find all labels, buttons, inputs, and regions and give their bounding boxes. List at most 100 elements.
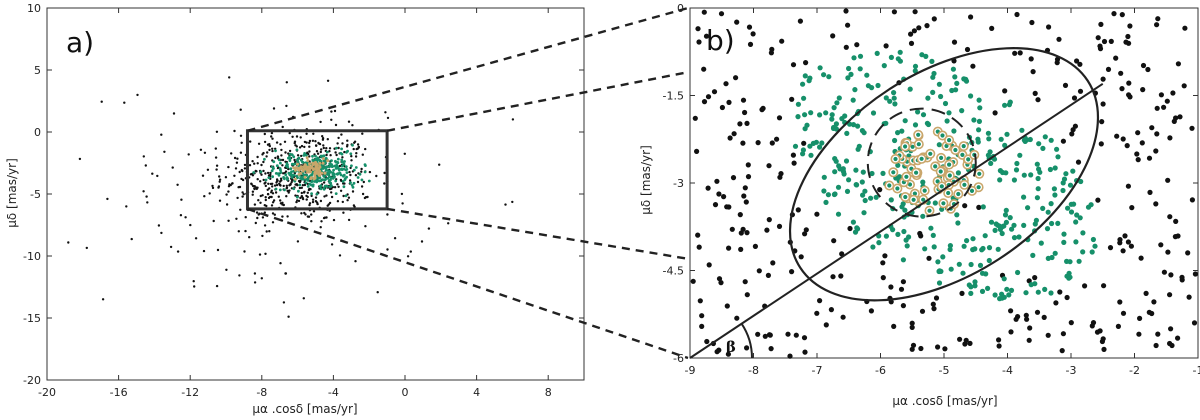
member-point bbox=[868, 195, 874, 201]
member-point bbox=[948, 266, 954, 272]
field-point bbox=[1069, 131, 1075, 137]
field-point bbox=[830, 33, 836, 39]
field-point bbox=[243, 167, 247, 170]
field-point bbox=[347, 218, 351, 222]
member-point bbox=[352, 168, 356, 172]
field-point bbox=[341, 156, 344, 159]
field-point bbox=[234, 167, 238, 170]
field-point bbox=[703, 33, 710, 39]
field-point bbox=[959, 290, 965, 296]
member-point bbox=[1028, 172, 1034, 178]
field-point bbox=[194, 237, 198, 240]
field-point bbox=[217, 185, 221, 188]
field-point bbox=[361, 132, 364, 135]
field-point bbox=[376, 291, 379, 294]
field-point bbox=[1170, 90, 1176, 96]
field-point bbox=[203, 151, 207, 154]
field-point bbox=[275, 181, 278, 184]
field-point bbox=[271, 201, 275, 204]
field-point bbox=[330, 195, 334, 199]
member-point bbox=[817, 65, 823, 71]
selection-box bbox=[245, 129, 389, 211]
member-point bbox=[1002, 212, 1009, 218]
member-point bbox=[832, 156, 838, 162]
field-point bbox=[726, 245, 732, 251]
member-point bbox=[311, 154, 314, 158]
field-point bbox=[1029, 19, 1035, 26]
core-point bbox=[313, 175, 317, 179]
field-point bbox=[918, 345, 924, 352]
member-point bbox=[912, 122, 919, 128]
core-point bbox=[907, 182, 913, 187]
field-point bbox=[244, 229, 247, 233]
member-point bbox=[311, 184, 315, 188]
member-point bbox=[318, 176, 322, 180]
field-point bbox=[224, 176, 228, 179]
field-point bbox=[353, 140, 357, 143]
field-point bbox=[241, 195, 244, 198]
member-point bbox=[928, 225, 934, 231]
field-point bbox=[297, 199, 301, 203]
field-point bbox=[305, 132, 308, 135]
member-point bbox=[997, 177, 1003, 183]
panel-a-points bbox=[67, 76, 515, 318]
core-point bbox=[306, 159, 310, 163]
field-point bbox=[271, 192, 275, 195]
field-point bbox=[362, 180, 365, 184]
field-point bbox=[296, 199, 299, 202]
field-point bbox=[1101, 346, 1107, 352]
field-point bbox=[790, 62, 797, 68]
field-point bbox=[970, 63, 976, 69]
field-point bbox=[888, 284, 894, 290]
member-point bbox=[823, 199, 829, 205]
field-point bbox=[285, 104, 288, 108]
member-point bbox=[947, 243, 954, 249]
field-point bbox=[303, 145, 306, 149]
field-point bbox=[1077, 88, 1084, 94]
beta-angle-arc bbox=[740, 323, 753, 359]
member-point bbox=[840, 166, 846, 172]
field-point bbox=[330, 110, 333, 113]
member-point bbox=[857, 53, 864, 59]
field-point bbox=[1127, 94, 1133, 100]
member-point bbox=[332, 168, 335, 172]
member-point bbox=[850, 219, 857, 225]
member-point bbox=[890, 227, 896, 233]
field-point bbox=[337, 185, 340, 188]
member-point bbox=[970, 236, 976, 242]
field-point bbox=[314, 140, 317, 143]
field-point bbox=[260, 173, 263, 176]
field-point bbox=[801, 140, 807, 146]
member-point bbox=[920, 112, 927, 118]
field-point bbox=[302, 297, 305, 300]
member-point bbox=[279, 161, 282, 165]
member-point bbox=[817, 144, 823, 150]
field-point bbox=[406, 255, 410, 258]
field-point bbox=[346, 139, 349, 142]
field-point bbox=[989, 25, 995, 31]
field-point bbox=[1151, 299, 1157, 305]
member-point bbox=[971, 117, 977, 123]
field-point bbox=[1145, 66, 1151, 73]
core-point bbox=[946, 190, 951, 196]
field-point bbox=[964, 46, 971, 53]
field-point bbox=[239, 208, 242, 211]
field-point bbox=[338, 254, 342, 257]
field-point bbox=[268, 187, 271, 190]
member-point bbox=[304, 181, 308, 185]
member-point bbox=[823, 110, 829, 116]
member-point bbox=[979, 288, 986, 294]
field-point bbox=[306, 191, 309, 194]
field-point bbox=[1034, 309, 1041, 315]
field-point bbox=[257, 213, 260, 216]
member-point bbox=[346, 149, 349, 153]
field-point bbox=[241, 169, 244, 173]
member-point bbox=[902, 118, 908, 124]
field-point bbox=[323, 195, 326, 198]
panel-b-points bbox=[690, 8, 1198, 359]
field-point bbox=[731, 131, 737, 137]
field-point bbox=[318, 142, 322, 146]
member-point bbox=[319, 184, 323, 188]
field-point bbox=[237, 230, 240, 233]
field-point bbox=[386, 248, 389, 251]
